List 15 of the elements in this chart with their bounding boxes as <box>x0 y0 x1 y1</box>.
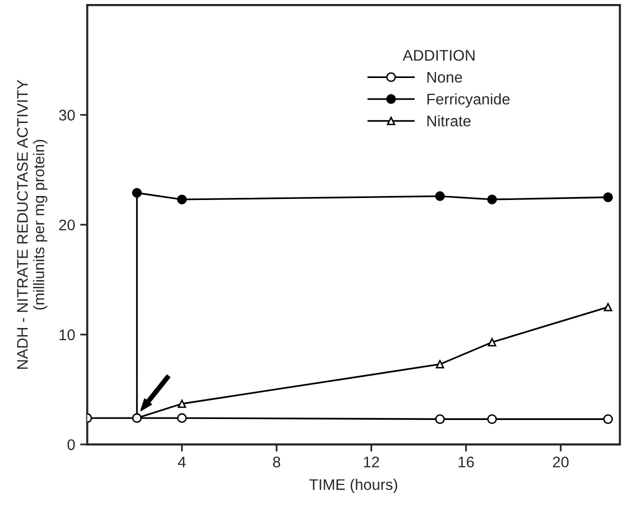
legend-label: None <box>427 72 462 83</box>
x-axis-title: TIME (hours) <box>309 478 398 494</box>
y-tick-label: 20 <box>59 220 75 230</box>
y-tick-label: 0 <box>68 439 75 450</box>
x-tick-label: 12 <box>364 456 380 468</box>
legend-label: Nitrate <box>427 115 471 126</box>
x-tick-label: 20 <box>552 456 569 468</box>
x-tick-label: 8 <box>273 456 280 468</box>
x-tick-label: 4 <box>178 456 186 468</box>
y-tick-label: 30 <box>59 110 75 121</box>
y-axis-title: NADH - NITRATE REDUCTASE ACTIVITY (milliunits per mg protein) <box>17 80 48 369</box>
x-tick-label: 16 <box>458 456 474 468</box>
legend-label: Ferricyanide <box>427 93 510 108</box>
y-tick-label: 10 <box>60 329 75 340</box>
legend-title: ADDITION <box>402 50 474 61</box>
